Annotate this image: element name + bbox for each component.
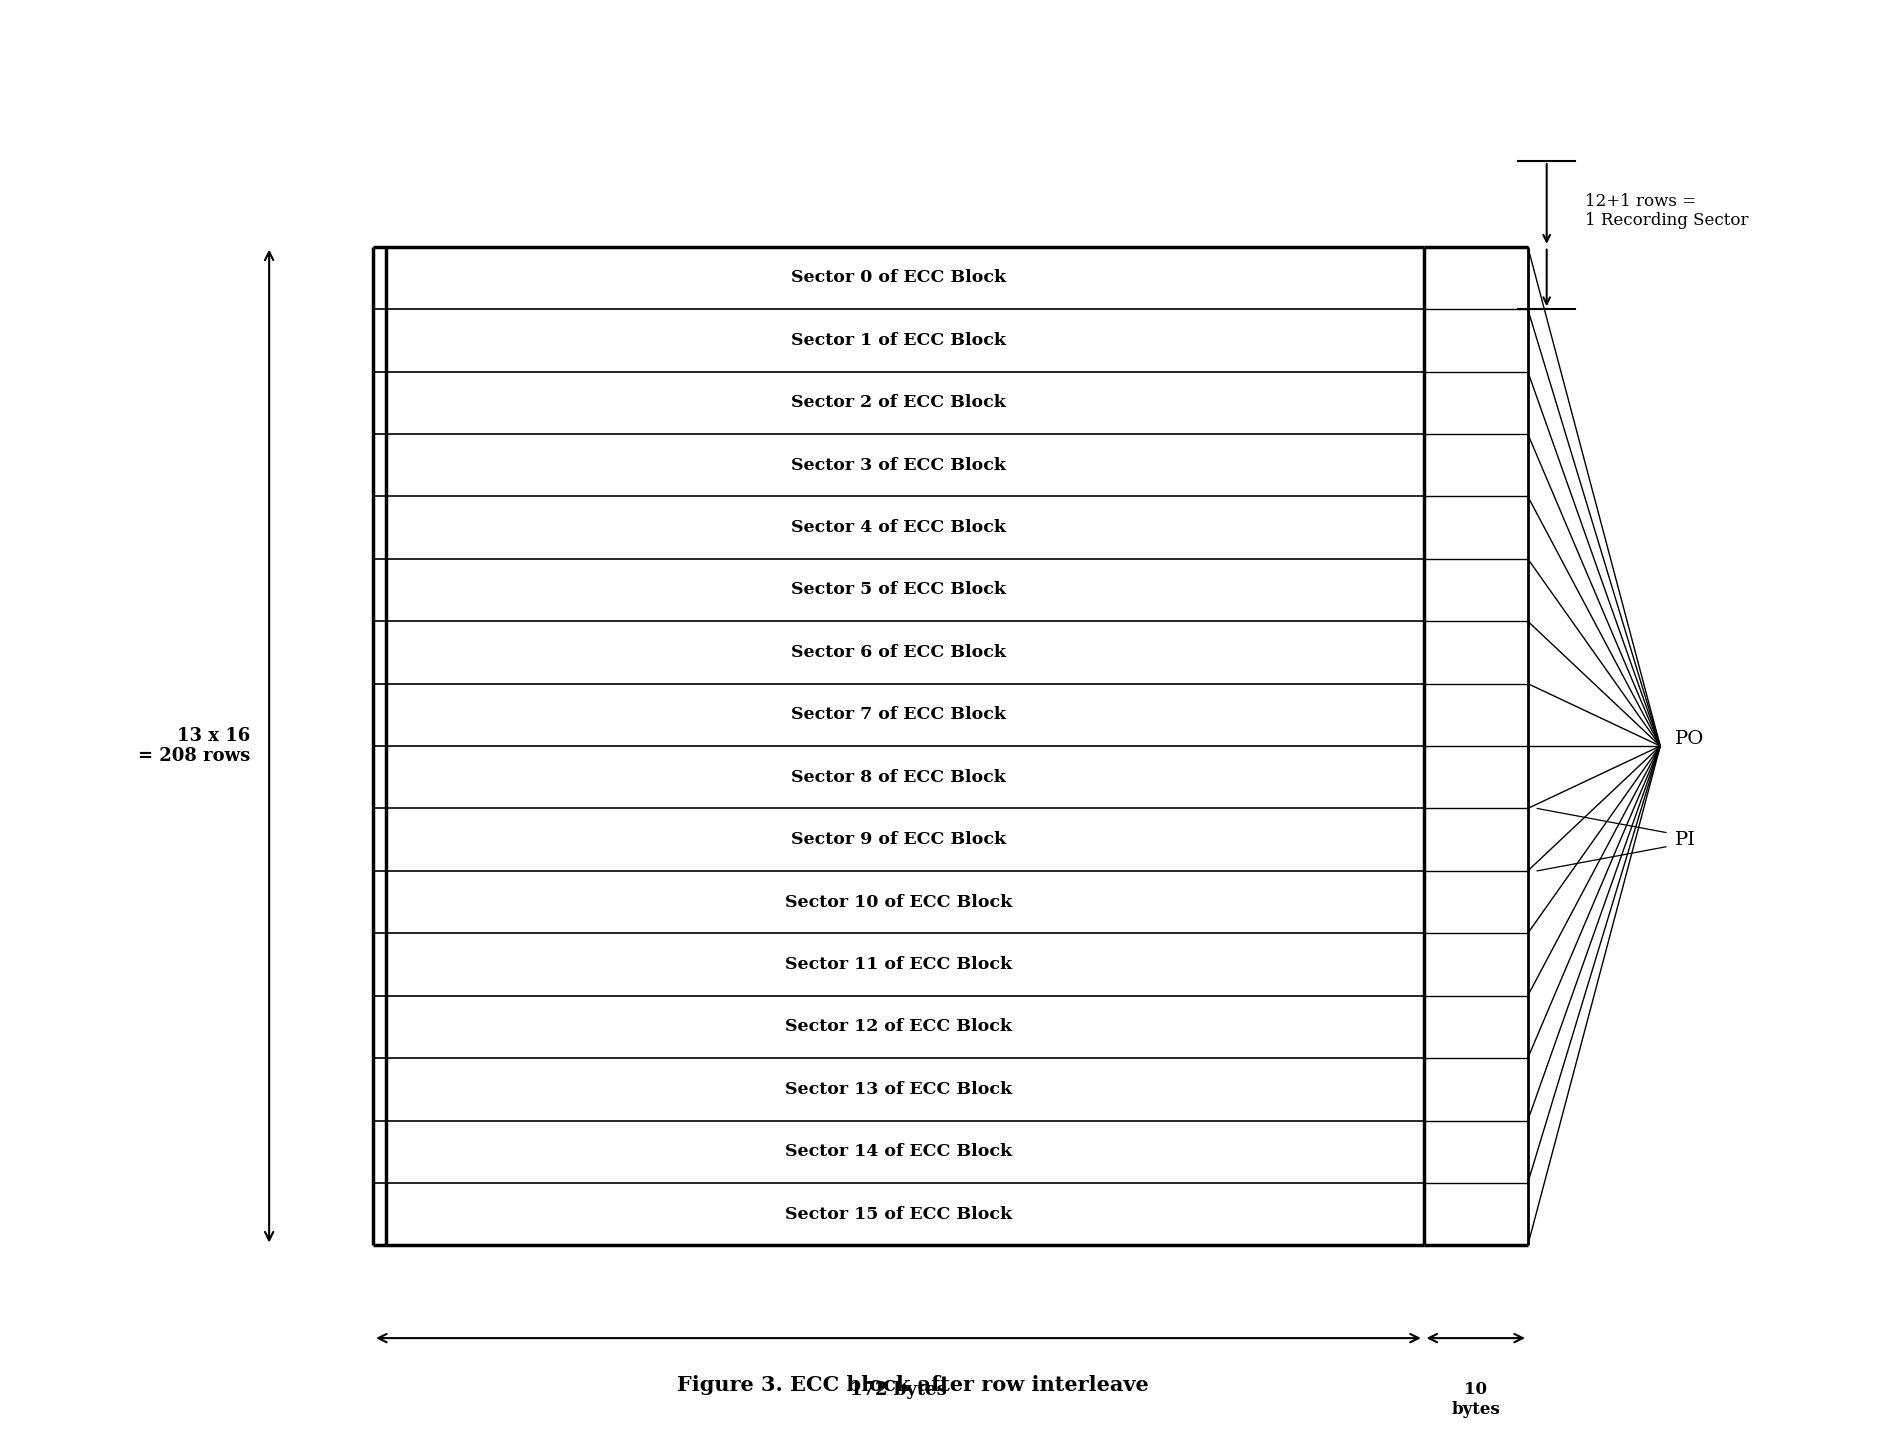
Text: Sector 6 of ECC Block: Sector 6 of ECC Block [791,644,1006,662]
Text: 13 x 16
= 208 rows: 13 x 16 = 208 rows [139,726,251,765]
Text: 172 bytes: 172 bytes [850,1380,947,1399]
Text: Sector 4 of ECC Block: Sector 4 of ECC Block [791,519,1006,537]
Text: Sector 13 of ECC Block: Sector 13 of ECC Block [785,1081,1011,1098]
Text: PO: PO [1675,730,1705,748]
Text: 12+1 rows =
1 Recording Sector: 12+1 rows = 1 Recording Sector [1585,192,1749,230]
Text: Sector 10 of ECC Block: Sector 10 of ECC Block [785,894,1011,911]
Text: Figure 3. ECC block after row interleave: Figure 3. ECC block after row interleave [677,1375,1148,1395]
Text: PI: PI [1675,831,1696,848]
Text: Sector 1 of ECC Block: Sector 1 of ECC Block [791,331,1006,349]
Text: Sector 15 of ECC Block: Sector 15 of ECC Block [785,1205,1011,1223]
Text: Sector 7 of ECC Block: Sector 7 of ECC Block [791,706,1006,723]
Text: Sector 3 of ECC Block: Sector 3 of ECC Block [791,456,1006,474]
Text: Sector 8 of ECC Block: Sector 8 of ECC Block [791,769,1006,786]
Text: Sector 9 of ECC Block: Sector 9 of ECC Block [791,831,1006,848]
Text: Sector 12 of ECC Block: Sector 12 of ECC Block [785,1019,1011,1036]
Text: Sector 0 of ECC Block: Sector 0 of ECC Block [791,270,1006,287]
Text: Sector 2 of ECC Block: Sector 2 of ECC Block [791,395,1006,412]
Text: 10
bytes: 10 bytes [1450,1380,1500,1418]
Text: Sector 5 of ECC Block: Sector 5 of ECC Block [791,581,1006,598]
Text: Sector 11 of ECC Block: Sector 11 of ECC Block [785,956,1011,973]
Text: Sector 14 of ECC Block: Sector 14 of ECC Block [785,1144,1011,1161]
